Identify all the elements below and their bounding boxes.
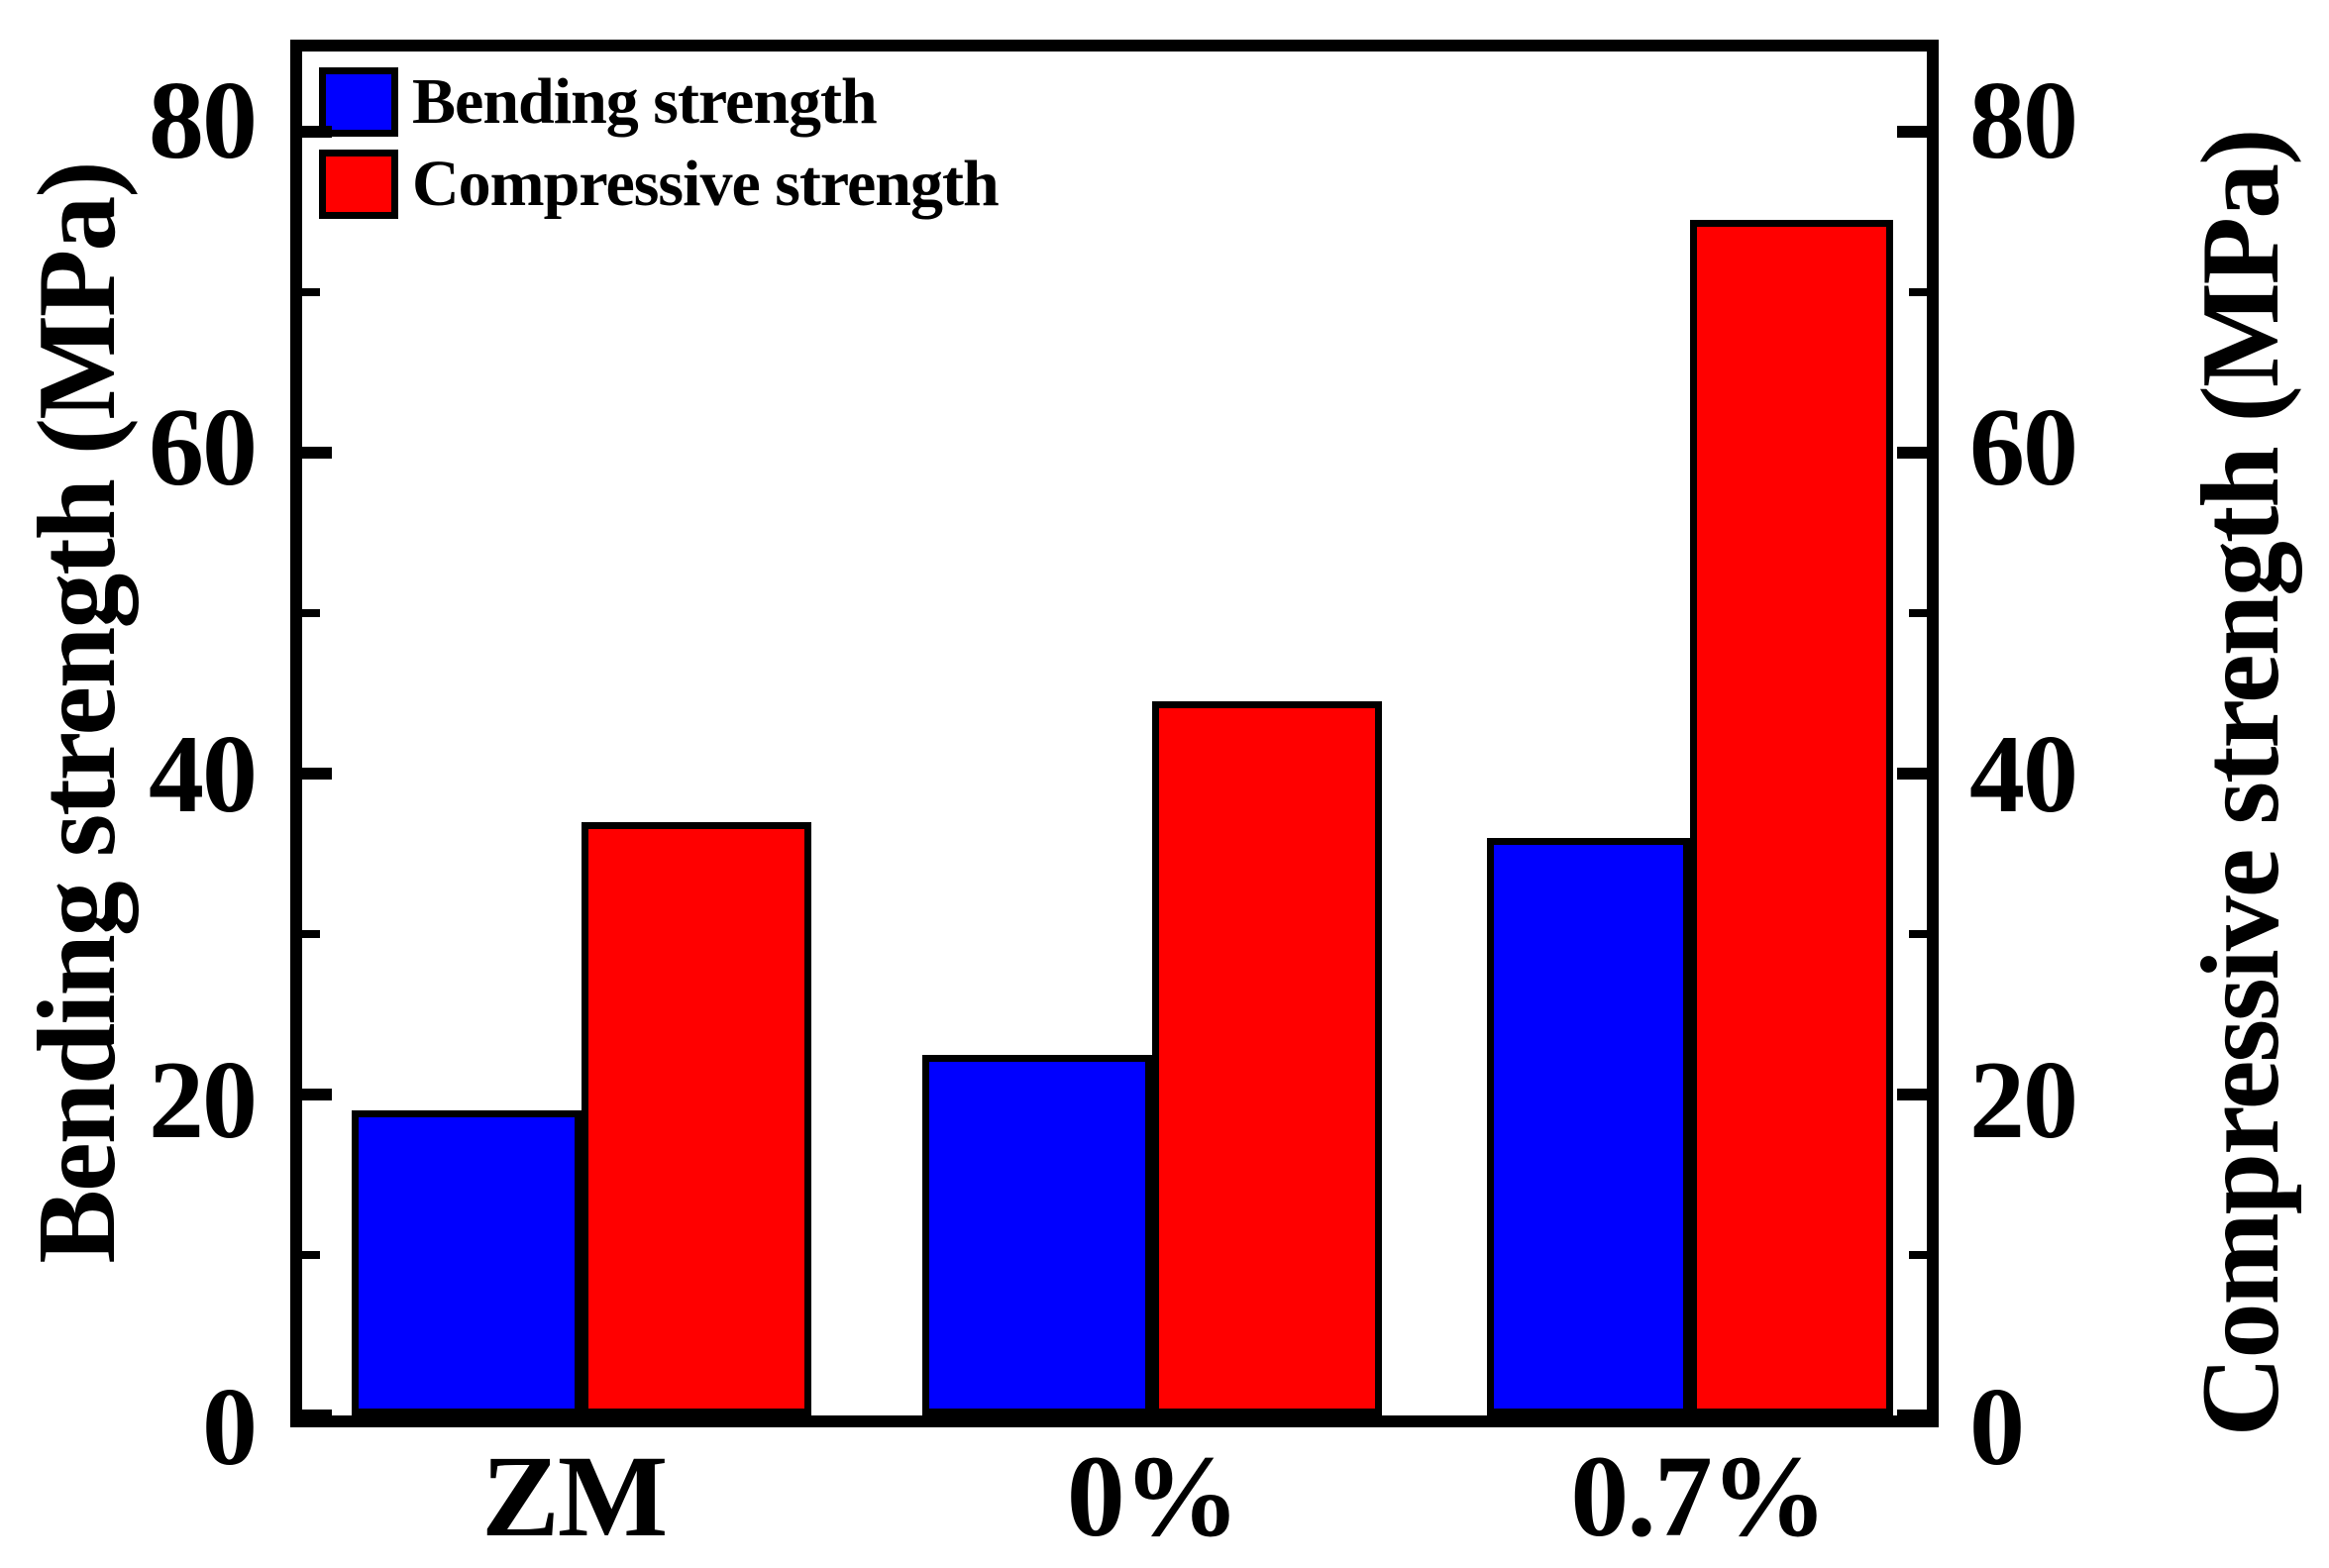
legend-swatch-compressive-strength: [319, 150, 398, 219]
x-tick-label-0.7: 0.7%: [1570, 1431, 1827, 1561]
x-axis-labels: ZM 0% 0.7%: [290, 1438, 1939, 1567]
y-tick-minor-left: [302, 1251, 320, 1259]
right-y-tick-label: 0: [1969, 1366, 2025, 1489]
x-tick-label-0: 0%: [1066, 1431, 1240, 1561]
legend-item-bending-strength: Bending strength: [319, 65, 878, 138]
legend-label-compressive-strength: Compressive strength: [412, 148, 1000, 220]
y-tick-major-right: [1897, 1089, 1927, 1100]
bar-bending-strength-0: [921, 1054, 1152, 1415]
left-y-tick-label: 40: [149, 712, 258, 836]
y-tick-minor-right: [1909, 1251, 1927, 1259]
bar-compressive-strength-0: [1151, 701, 1382, 1415]
right-axis-tick-labels: 0 20 40 60 80: [1969, 40, 2326, 1483]
left-y-tick-label: 20: [149, 1039, 258, 1163]
right-y-tick-label: 80: [1969, 59, 2078, 183]
y-tick-minor-left: [302, 930, 320, 939]
y-tick-major-right: [1897, 447, 1927, 460]
y-tick-major-left: [302, 447, 332, 460]
y-tick-minor-right: [1909, 930, 1927, 939]
right-y-tick-label: 60: [1969, 386, 2078, 510]
bar-compressive-strength-zm: [582, 821, 812, 1415]
bar-bending-strength-zm: [352, 1110, 582, 1415]
left-y-tick-label: 80: [149, 59, 258, 183]
y-tick-major-right: [1897, 126, 1927, 138]
right-y-tick-label: 20: [1969, 1039, 2078, 1163]
y-tick-minor-right: [1909, 609, 1927, 618]
legend-swatch-bending-strength: [319, 67, 398, 137]
x-tick-label-zm: ZM: [481, 1431, 668, 1561]
y-tick-major-left: [302, 1410, 332, 1421]
left-y-tick-label: 0: [202, 1366, 258, 1489]
y-tick-minor-left: [302, 288, 320, 296]
y-tick-major-right: [1897, 1410, 1927, 1421]
y-tick-major-left: [302, 768, 332, 780]
y-tick-major-left: [302, 126, 332, 138]
bar-bending-strength-0.7: [1486, 837, 1690, 1415]
y-tick-major-left: [302, 1089, 332, 1100]
y-tick-major-right: [1897, 768, 1927, 780]
bar-compressive-strength-0.7: [1689, 220, 1893, 1415]
left-axis-tick-labels: 0 20 40 60 80: [0, 40, 258, 1483]
legend-label-bending-strength: Bending strength: [412, 65, 878, 138]
plot-frame: Bending strength Compressive strength: [290, 40, 1939, 1427]
left-y-tick-label: 60: [149, 386, 258, 510]
right-y-tick-label: 40: [1969, 712, 2078, 836]
y-tick-minor-left: [302, 609, 320, 618]
y-tick-minor-right: [1909, 288, 1927, 296]
legend-item-compressive-strength: Compressive strength: [319, 148, 1000, 220]
